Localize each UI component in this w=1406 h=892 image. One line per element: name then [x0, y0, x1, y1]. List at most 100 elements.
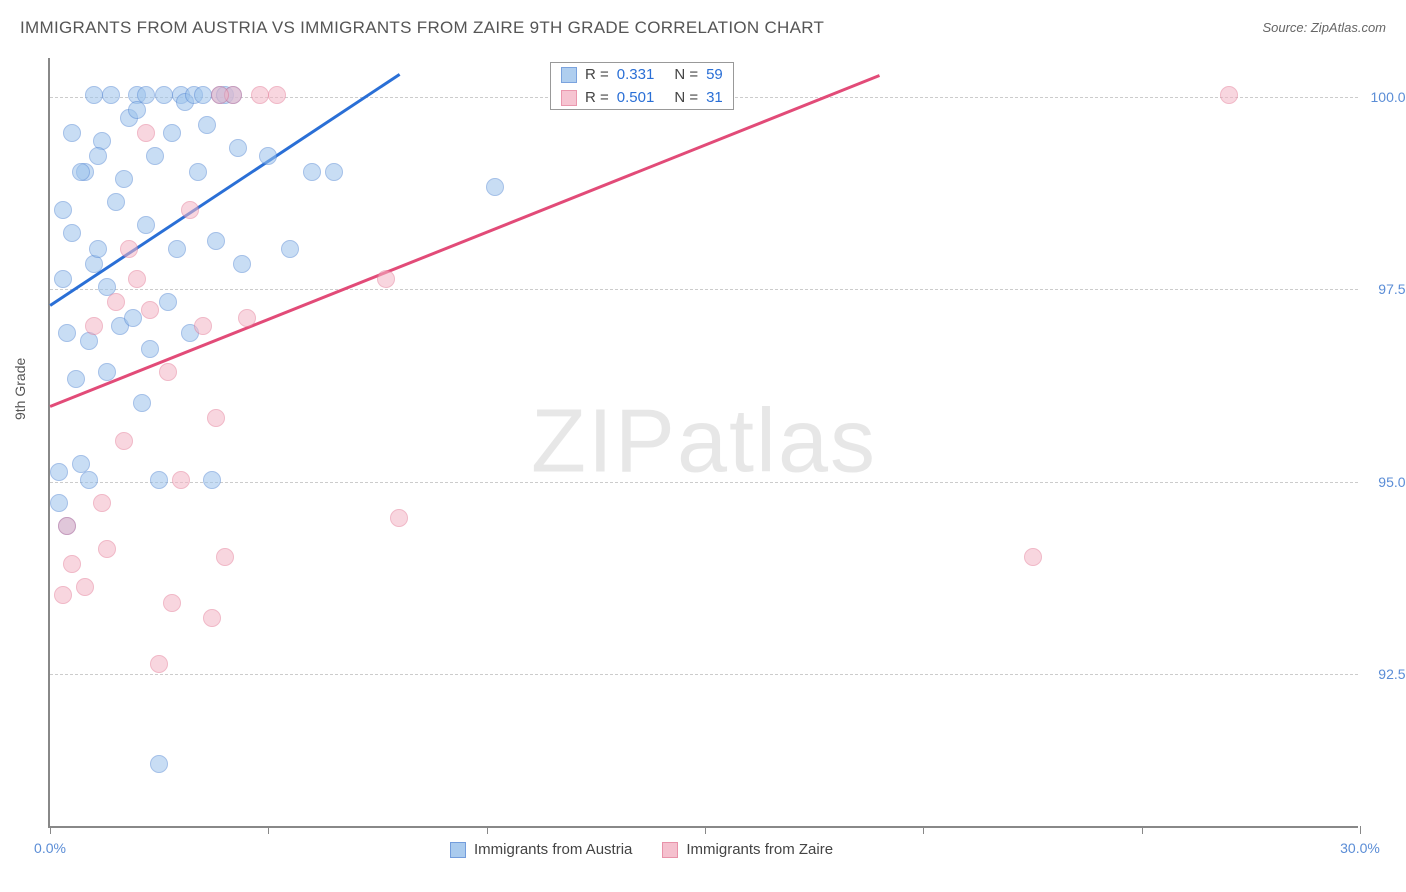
data-point	[207, 409, 225, 427]
data-point	[198, 116, 216, 134]
data-point	[203, 609, 221, 627]
data-point	[281, 240, 299, 258]
x-tick	[268, 826, 269, 834]
data-point	[128, 101, 146, 119]
x-tick-label: 30.0%	[1340, 840, 1380, 856]
data-point	[159, 363, 177, 381]
y-tick-label: 97.5%	[1363, 281, 1406, 297]
data-point	[141, 340, 159, 358]
data-point	[115, 432, 133, 450]
data-point	[58, 324, 76, 342]
stats-legend: R = 0.331N = 59R = 0.501N = 31	[550, 62, 734, 110]
data-point	[124, 309, 142, 327]
chart-plot-area: ZIPatlas R = 0.331N = 59R = 0.501N = 31 …	[48, 58, 1358, 828]
legend-label: Immigrants from Austria	[474, 841, 632, 858]
y-tick-label: 95.0%	[1363, 474, 1406, 490]
y-tick-label: 92.5%	[1363, 666, 1406, 682]
data-point	[50, 463, 68, 481]
data-point	[1024, 548, 1042, 566]
data-point	[54, 586, 72, 604]
data-point	[63, 555, 81, 573]
data-point	[189, 163, 207, 181]
legend-swatch	[561, 90, 577, 106]
r-label: R =	[585, 66, 609, 83]
r-value: 0.331	[617, 66, 655, 83]
data-point	[58, 517, 76, 535]
data-point	[203, 471, 221, 489]
data-point	[76, 578, 94, 596]
x-tick	[705, 826, 706, 834]
x-tick	[487, 826, 488, 834]
r-label: R =	[585, 89, 609, 106]
n-label: N =	[674, 89, 698, 106]
data-point	[211, 86, 229, 104]
watermark-atlas: atlas	[677, 392, 877, 492]
data-point	[141, 301, 159, 319]
data-point	[390, 509, 408, 527]
data-point	[54, 201, 72, 219]
data-point	[216, 548, 234, 566]
data-point	[194, 317, 212, 335]
data-point	[98, 540, 116, 558]
x-tick	[1142, 826, 1143, 834]
data-point	[115, 170, 133, 188]
data-point	[107, 293, 125, 311]
gridline	[50, 674, 1358, 675]
data-point	[155, 86, 173, 104]
data-point	[50, 494, 68, 512]
legend-item: Immigrants from Austria	[450, 841, 632, 858]
data-point	[107, 193, 125, 211]
data-point	[377, 270, 395, 288]
data-point	[251, 86, 269, 104]
data-point	[233, 255, 251, 273]
data-point	[120, 240, 138, 258]
trend-line	[49, 74, 400, 307]
legend-swatch	[450, 842, 466, 858]
data-point	[89, 240, 107, 258]
data-point	[67, 370, 85, 388]
data-point	[229, 139, 247, 157]
r-value: 0.501	[617, 89, 655, 106]
data-point	[194, 86, 212, 104]
data-point	[268, 86, 286, 104]
stats-legend-row: R = 0.331N = 59	[551, 63, 733, 86]
data-point	[89, 147, 107, 165]
y-axis-label: 9th Grade	[12, 358, 28, 420]
source-label: Source: ZipAtlas.com	[1262, 20, 1386, 35]
data-point	[85, 86, 103, 104]
data-point	[63, 124, 81, 142]
data-point	[85, 255, 103, 273]
n-value: 31	[706, 89, 723, 106]
data-point	[159, 293, 177, 311]
data-point	[150, 655, 168, 673]
data-point	[137, 86, 155, 104]
data-point	[128, 270, 146, 288]
data-point	[63, 224, 81, 242]
data-point	[93, 494, 111, 512]
data-point	[238, 309, 256, 327]
data-point	[137, 216, 155, 234]
data-point	[168, 240, 186, 258]
legend-item: Immigrants from Zaire	[662, 841, 833, 858]
data-point	[486, 178, 504, 196]
data-point	[54, 270, 72, 288]
data-point	[325, 163, 343, 181]
data-point	[163, 124, 181, 142]
chart-title: IMMIGRANTS FROM AUSTRIA VS IMMIGRANTS FR…	[20, 18, 824, 38]
stats-legend-row: R = 0.501 N = 31	[551, 86, 733, 109]
gridline	[50, 289, 1358, 290]
data-point	[80, 471, 98, 489]
data-point	[207, 232, 225, 250]
series-legend: Immigrants from Austria Immigrants from Z…	[450, 841, 833, 858]
data-point	[133, 394, 151, 412]
data-point	[172, 471, 190, 489]
data-point	[181, 201, 199, 219]
legend-swatch	[662, 842, 678, 858]
data-point	[85, 317, 103, 335]
data-point	[150, 471, 168, 489]
watermark-zip: ZIP	[531, 392, 677, 492]
x-tick	[50, 826, 51, 834]
watermark: ZIPatlas	[531, 391, 877, 494]
data-point	[259, 147, 277, 165]
data-point	[102, 86, 120, 104]
